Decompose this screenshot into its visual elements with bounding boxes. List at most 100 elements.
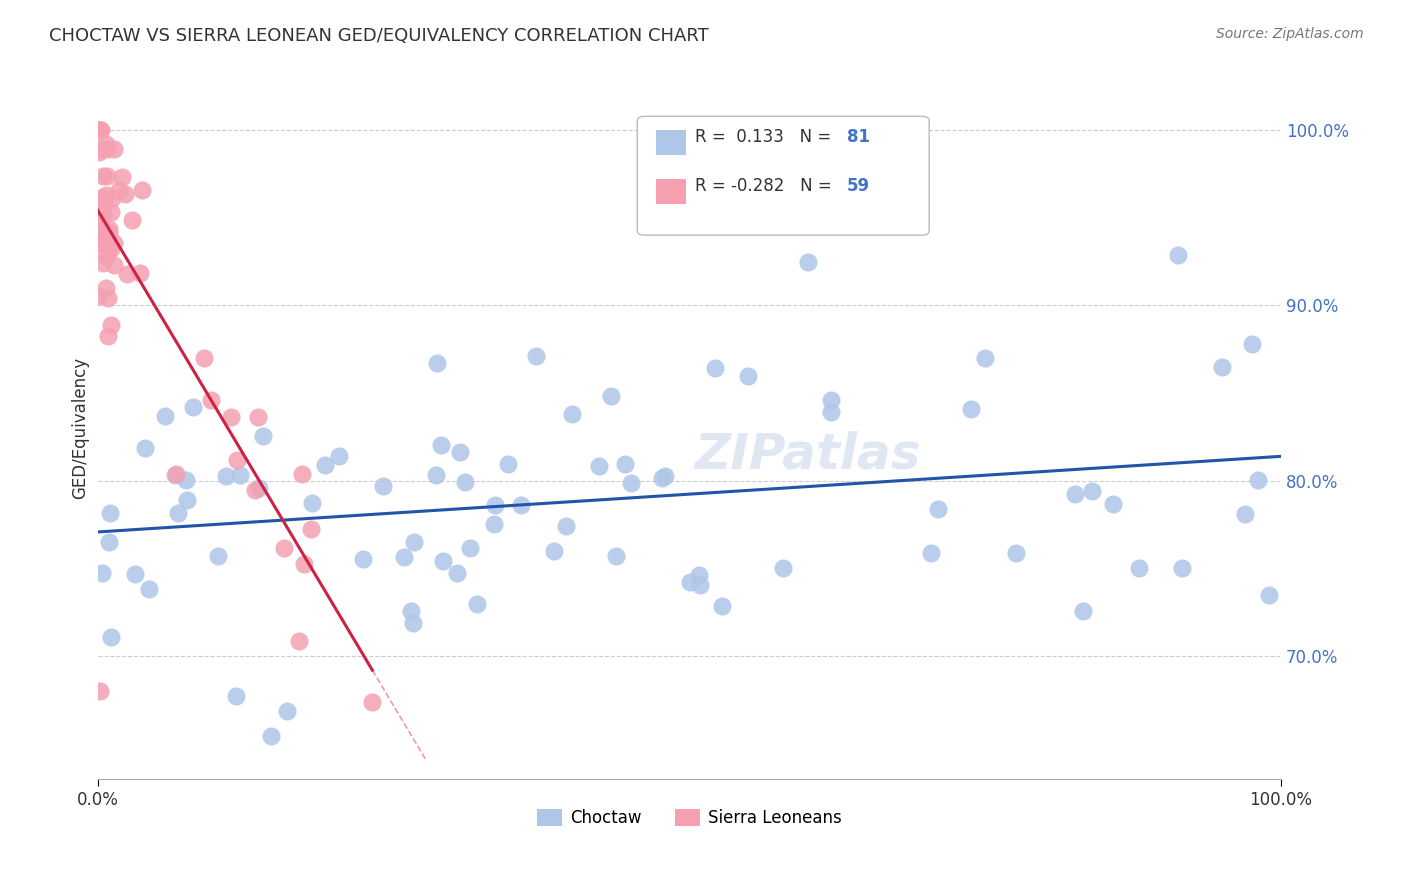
Point — [89, 684, 111, 698]
Point — [115, 267, 138, 281]
Point — [193, 351, 215, 366]
Point — [620, 475, 643, 490]
Y-axis label: GED/Equivalency: GED/Equivalency — [72, 357, 89, 500]
Point — [399, 604, 422, 618]
Point — [100, 242, 122, 256]
Point — [737, 368, 759, 383]
Point — [100, 204, 122, 219]
Point — [97, 243, 120, 257]
Point — [449, 445, 471, 459]
Point — [200, 393, 222, 408]
Point — [87, 123, 110, 137]
Point — [772, 561, 794, 575]
Point — [100, 318, 122, 332]
Point — [98, 506, 121, 520]
Point — [111, 170, 134, 185]
Point — [704, 361, 727, 376]
Point — [93, 255, 115, 269]
Point — [176, 493, 198, 508]
Point — [425, 467, 447, 482]
Text: R = -0.282   N =: R = -0.282 N = — [695, 177, 837, 195]
Point — [103, 143, 125, 157]
Point — [1081, 484, 1104, 499]
Point — [820, 404, 842, 418]
Point — [276, 704, 298, 718]
Point — [166, 506, 188, 520]
Point — [1247, 473, 1270, 487]
Point — [432, 554, 454, 568]
Point — [454, 475, 477, 489]
Point — [91, 566, 114, 581]
Point — [588, 458, 610, 473]
Point — [153, 409, 176, 424]
Point — [974, 351, 997, 365]
Point — [96, 142, 118, 156]
Point — [496, 458, 519, 472]
Point — [402, 615, 425, 630]
Point — [87, 235, 110, 250]
Point — [292, 557, 315, 571]
Point — [229, 468, 252, 483]
Point — [98, 226, 121, 240]
Point — [1171, 561, 1194, 575]
Text: CHOCTAW VS SIERRA LEONEAN GED/EQUIVALENCY CORRELATION CHART: CHOCTAW VS SIERRA LEONEAN GED/EQUIVALENC… — [49, 27, 709, 45]
Point — [371, 479, 394, 493]
Point — [87, 123, 110, 137]
Point — [89, 214, 111, 228]
Point — [247, 410, 270, 425]
Point — [484, 516, 506, 531]
Point — [89, 123, 111, 137]
Point — [404, 535, 426, 549]
Point — [599, 389, 621, 403]
Point — [176, 473, 198, 487]
Point — [124, 567, 146, 582]
Point — [103, 258, 125, 272]
Point — [215, 469, 238, 483]
Point — [299, 522, 322, 536]
Point — [90, 142, 112, 156]
Text: R =  0.133   N =: R = 0.133 N = — [695, 128, 837, 146]
Point — [688, 568, 710, 582]
Point — [273, 541, 295, 556]
Point — [561, 407, 583, 421]
Point — [446, 566, 468, 581]
Point — [555, 519, 578, 533]
Point — [98, 535, 121, 549]
Point — [87, 218, 110, 232]
Point — [509, 499, 531, 513]
Text: ZIPatlas: ZIPatlas — [695, 431, 921, 478]
Point — [430, 438, 453, 452]
Point — [314, 458, 336, 472]
Point — [301, 496, 323, 510]
Point — [101, 191, 124, 205]
Text: 59: 59 — [846, 177, 870, 195]
Point — [288, 634, 311, 648]
Point — [96, 281, 118, 295]
Point — [90, 235, 112, 250]
Point — [927, 502, 949, 516]
Point — [225, 452, 247, 467]
Point — [689, 578, 711, 592]
Point — [352, 551, 374, 566]
Point — [93, 231, 115, 245]
Point — [820, 393, 842, 408]
Point — [247, 481, 270, 495]
Point — [465, 597, 488, 611]
Point — [91, 206, 114, 220]
Point — [1004, 546, 1026, 560]
Point — [361, 695, 384, 709]
Point — [165, 467, 187, 481]
Point — [96, 187, 118, 202]
Text: Source: ZipAtlas.com: Source: ZipAtlas.com — [1216, 27, 1364, 41]
Point — [484, 498, 506, 512]
Point — [181, 400, 204, 414]
Point — [605, 549, 627, 563]
Point — [138, 582, 160, 596]
Point — [710, 599, 733, 613]
Point — [960, 401, 983, 416]
Point — [94, 137, 117, 152]
Point — [543, 544, 565, 558]
Point — [392, 550, 415, 565]
Point — [87, 145, 110, 159]
Point — [651, 471, 673, 485]
